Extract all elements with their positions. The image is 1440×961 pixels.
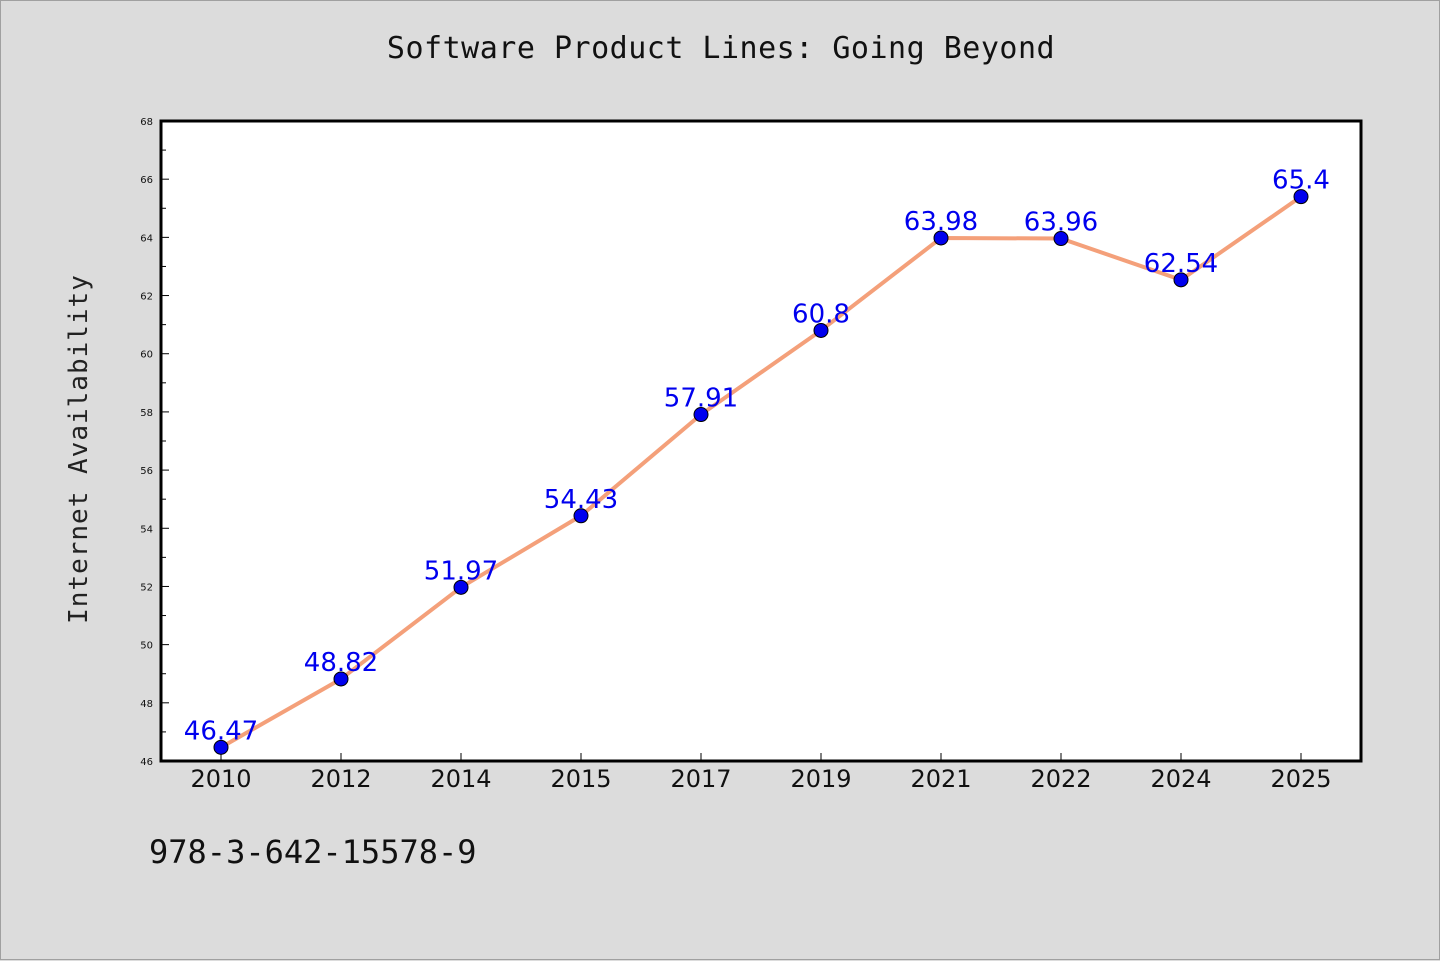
x-tick-label: 2017 [670,765,731,793]
x-tick-label: 2024 [1150,765,1211,793]
data-point [1293,189,1309,205]
data-label: 62.54 [1144,249,1218,279]
y-tick-label: 64 [140,233,153,244]
data-point [933,230,949,246]
data-label: 54.43 [544,485,618,515]
data-point [573,508,589,524]
data-label: 48.82 [304,648,378,678]
data-point [333,671,349,687]
data-point [813,322,829,338]
data-label: 46.47 [184,716,258,746]
y-tick-label: 54 [140,524,153,535]
x-tick-label: 2012 [310,765,371,793]
x-tick-label: 2025 [1270,765,1331,793]
y-tick-label: 52 [140,582,153,593]
x-tick-label: 2019 [790,765,851,793]
x-tick-label: 2021 [910,765,971,793]
series-group: 46.47 48.82 51.97 54.43 57.91 60.8 63.98 63.96 6… [184,166,1330,755]
x-tick-label: 2010 [190,765,251,793]
plot-area [159,119,1363,763]
x-tick-label: 2022 [1030,765,1091,793]
y-tick-label: 62 [140,292,153,303]
y-axis-label: Internet Availability [64,274,94,624]
data-point [453,579,469,595]
data-point [1173,272,1189,288]
data-point [213,739,229,755]
data-point [693,407,709,423]
data-label: 60.8 [792,299,850,329]
series-line [220,194,1303,750]
data-label: 63.96 [1024,208,1098,238]
y-tick-label: 58 [140,408,153,419]
y-tick-label: 48 [140,699,153,710]
x-axis: 2010 2012 2014 2015 2017 2019 2021 2022 2024 2025 [190,753,1332,793]
data-label: 65.4 [1272,166,1330,196]
x-tick-label: 2015 [550,765,611,793]
data-point [1053,231,1069,247]
data-label: 51.97 [424,556,498,586]
data-label: 57.91 [664,384,738,414]
x-tick-label: 2014 [430,765,491,793]
y-tick-label: 60 [140,350,153,361]
y-tick-label: 68 [140,117,153,128]
chart-title: Software Product Lines: Going Beyond [386,31,1056,66]
y-tick-label: 56 [140,466,153,477]
data-label: 63.98 [904,207,978,237]
isbn-text: 978-3-642-15578-9 [149,833,477,871]
y-tick-label: 50 [140,641,153,652]
y-tick-label: 46 [140,757,153,768]
y-tick-label: 66 [140,175,153,186]
y-axis: 46 48 50 52 54 56 58 60 62 64 66 68 [140,117,169,768]
